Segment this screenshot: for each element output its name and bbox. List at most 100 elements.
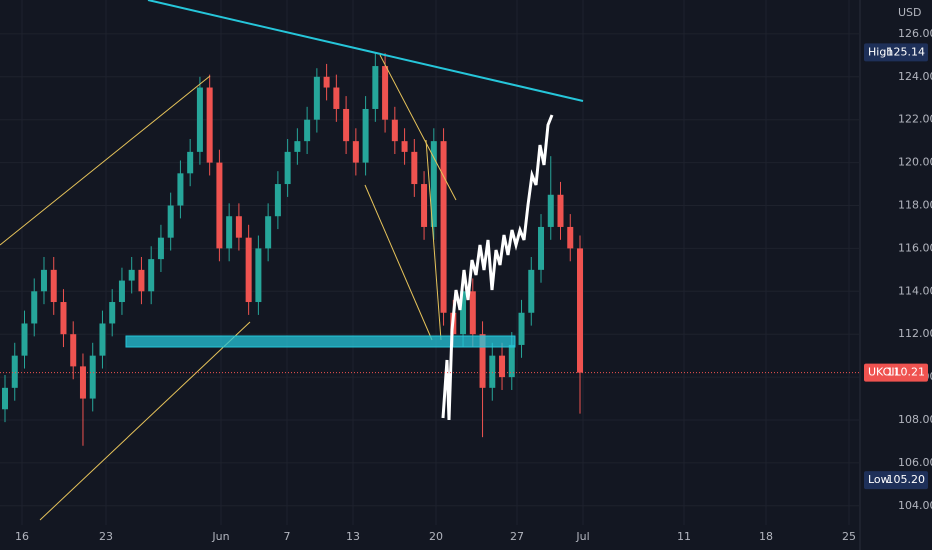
candle-body bbox=[177, 173, 184, 206]
candle-body bbox=[333, 87, 340, 109]
candle-body bbox=[118, 280, 125, 303]
price-tag-value: 125.14 bbox=[887, 45, 926, 58]
x-tick-label: 27 bbox=[510, 530, 524, 543]
candle-body bbox=[50, 269, 57, 303]
trend-line bbox=[364, 184, 433, 341]
x-tick-label: 18 bbox=[759, 530, 773, 543]
x-tick-label: 20 bbox=[429, 530, 443, 543]
candle-body bbox=[362, 108, 369, 163]
candle-body bbox=[31, 291, 38, 324]
candle-body bbox=[157, 237, 164, 260]
candle-body bbox=[547, 194, 554, 227]
candle-body bbox=[421, 184, 428, 227]
candle-body bbox=[391, 119, 398, 142]
y-tick-label: 116.00 bbox=[898, 241, 932, 254]
candle-body bbox=[304, 119, 311, 142]
candle-body bbox=[21, 323, 28, 356]
candle-body bbox=[557, 194, 564, 227]
y-tick-label: 108.00 bbox=[898, 413, 932, 426]
candle-body bbox=[499, 355, 506, 378]
candle-body bbox=[538, 226, 545, 270]
y-tick-label: 114.00 bbox=[898, 284, 932, 297]
candle-body bbox=[206, 87, 213, 163]
candle-body bbox=[79, 366, 86, 399]
candle-body bbox=[187, 151, 194, 174]
price-tag bbox=[864, 43, 928, 62]
price-tag bbox=[864, 471, 928, 490]
candle-body bbox=[11, 355, 18, 388]
x-tick-label: Jul bbox=[575, 530, 589, 543]
y-tick-label: 112.00 bbox=[898, 327, 932, 340]
candle-body bbox=[216, 162, 223, 249]
x-tick-label: 13 bbox=[346, 530, 360, 543]
y-tick-label: 118.00 bbox=[898, 198, 932, 211]
candle-body bbox=[323, 76, 330, 88]
price-tag-value: 110.21 bbox=[887, 366, 926, 379]
candle-body bbox=[577, 248, 583, 373]
candle-body bbox=[313, 76, 320, 120]
candle-body bbox=[60, 302, 67, 335]
price-tag-name: Low bbox=[868, 473, 890, 486]
x-tick-label: 16 bbox=[15, 530, 29, 543]
x-tick-label: 25 bbox=[842, 530, 856, 543]
y-tick-label: 104.00 bbox=[898, 499, 932, 512]
price-tag-value: 105.20 bbox=[887, 473, 926, 486]
candle-body bbox=[567, 226, 574, 249]
trend-line bbox=[39, 321, 251, 521]
candle-body bbox=[382, 66, 389, 120]
support-zone bbox=[125, 335, 516, 348]
unit-label: USD bbox=[898, 6, 922, 19]
projection-path bbox=[441, 114, 554, 421]
trend-line bbox=[147, 0, 584, 102]
candle-body bbox=[430, 141, 437, 227]
candle-body bbox=[109, 302, 116, 324]
candle-body bbox=[489, 355, 496, 388]
trend-line bbox=[0, 75, 211, 246]
price-tag bbox=[864, 363, 928, 382]
candle-body bbox=[479, 334, 486, 388]
candle-body bbox=[518, 312, 525, 345]
candle-body bbox=[401, 141, 408, 152]
price-tag-name: UKOIL bbox=[868, 366, 902, 379]
price-tag-name: High bbox=[868, 45, 893, 58]
candle-body bbox=[167, 205, 174, 238]
candle-body bbox=[469, 291, 476, 335]
candle-body bbox=[128, 269, 135, 281]
candle-body bbox=[343, 108, 350, 142]
y-tick-label: 126.00 bbox=[898, 27, 932, 40]
x-tick-label: 7 bbox=[284, 530, 291, 543]
candle-body bbox=[528, 269, 535, 313]
x-tick-label: 23 bbox=[99, 530, 113, 543]
x-tick-label: Jun bbox=[211, 530, 229, 543]
candle-body bbox=[2, 387, 8, 410]
y-tick-label: 124.00 bbox=[898, 70, 932, 83]
candle-body bbox=[265, 216, 272, 249]
candle-body bbox=[440, 141, 447, 313]
candle-body bbox=[460, 291, 467, 335]
candle-body bbox=[255, 248, 262, 303]
candle-body bbox=[294, 141, 301, 152]
candle-body bbox=[40, 269, 47, 292]
trend-line bbox=[425, 139, 442, 341]
y-tick-label: 106.00 bbox=[898, 456, 932, 469]
candle-body bbox=[89, 355, 96, 399]
candle-body bbox=[284, 151, 291, 185]
candle-body bbox=[411, 151, 418, 185]
trend-line bbox=[379, 54, 457, 201]
candle-body bbox=[235, 216, 242, 238]
candle-body bbox=[70, 334, 77, 367]
candle-body bbox=[508, 344, 515, 378]
drawings bbox=[0, 0, 584, 521]
candle-body bbox=[99, 323, 106, 356]
candle-body bbox=[352, 141, 359, 163]
y-tick-label: 122.00 bbox=[898, 113, 932, 126]
candle-body bbox=[226, 216, 233, 249]
x-tick-label: 11 bbox=[677, 530, 691, 543]
candle-body bbox=[148, 259, 155, 292]
candle-body bbox=[372, 66, 379, 109]
candle-body bbox=[245, 237, 252, 303]
candle-body bbox=[138, 269, 145, 292]
candle-body bbox=[274, 184, 281, 217]
candle-body bbox=[196, 87, 203, 152]
